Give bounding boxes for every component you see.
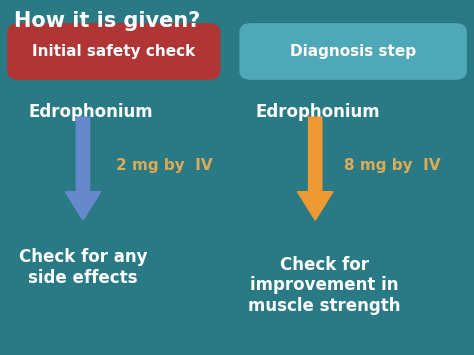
FancyArrow shape xyxy=(65,117,100,220)
Text: Edrophonium: Edrophonium xyxy=(256,103,381,121)
Text: 8 mg by  IV: 8 mg by IV xyxy=(344,158,440,173)
Text: How it is given?: How it is given? xyxy=(14,11,201,31)
Text: Check for any
side effects: Check for any side effects xyxy=(18,248,147,287)
Text: Check for
improvement in
muscle strength: Check for improvement in muscle strength xyxy=(248,256,401,315)
FancyArrow shape xyxy=(298,117,333,220)
FancyBboxPatch shape xyxy=(7,23,220,80)
Text: 2 mg by  IV: 2 mg by IV xyxy=(116,158,213,173)
Text: Diagnosis step: Diagnosis step xyxy=(290,44,416,59)
Text: Edrophonium: Edrophonium xyxy=(28,103,153,121)
Text: Initial safety check: Initial safety check xyxy=(32,44,195,59)
FancyBboxPatch shape xyxy=(239,23,467,80)
